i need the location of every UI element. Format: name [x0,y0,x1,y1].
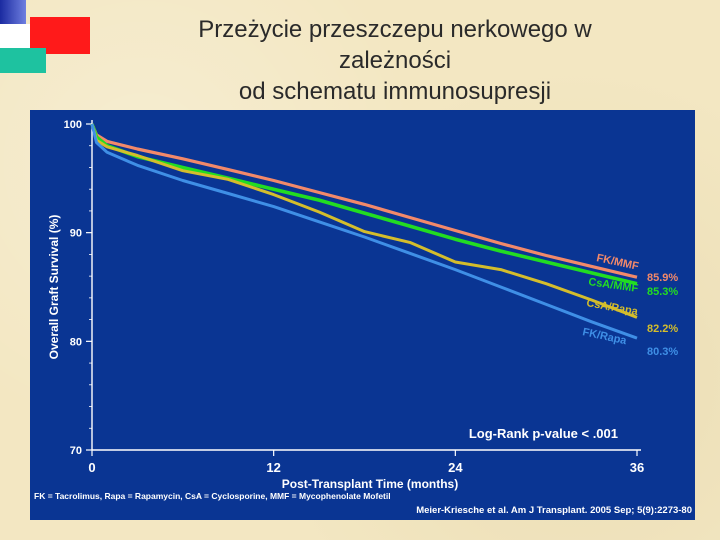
x-tick-label: 36 [630,460,644,475]
axis-ticks: 100 90 80 70 0 12 24 36 [64,119,645,475]
title-line-2: zależności [338,47,452,74]
series-final-value: 80.3% [647,346,678,358]
series-final-value: 85.9% [647,272,678,284]
x-axis-label: Post-Transplant Time (months) [282,477,458,491]
y-tick-label: 70 [70,445,82,457]
x-tick-label: 12 [266,460,280,475]
y-tick-label: 80 [70,336,82,348]
x-tick-label: 0 [88,460,95,475]
decor-white-block [0,24,30,48]
series-final-value: 82.2% [647,323,678,335]
slide-title: Przeżycie przeszczepu nerkowego w zależn… [130,14,660,107]
decor-red-block [30,17,90,54]
series-final-value: 85.3% [647,286,678,298]
decor-green-block [0,48,46,73]
series-line-csa-rapa [90,123,638,319]
y-axis-label: Overall Graft Survival (%) [47,215,61,360]
title-line-1: Przeżycie przeszczepu nerkowego w [198,16,592,43]
log-rank-annotation: Log-Rank p-value < .001 [469,426,618,441]
series-line-fk-mmf [90,123,638,279]
y-tick-label: 100 [64,119,82,131]
citation: Meier-Kriesche et al. Am J Transplant. 2… [416,505,692,516]
chart-panel [30,110,695,520]
series-line-fk-rapa [90,123,638,340]
x-tick-label: 24 [448,460,463,475]
title-line-3: od schematu immunosupresji [238,78,552,105]
abbreviation-footnote: FK = Tacrolimus, Rapa = Rapamycin, CsA =… [34,491,391,501]
y-tick-label: 90 [70,228,82,240]
series-layer [90,123,638,340]
decor-blue-block [0,0,26,24]
